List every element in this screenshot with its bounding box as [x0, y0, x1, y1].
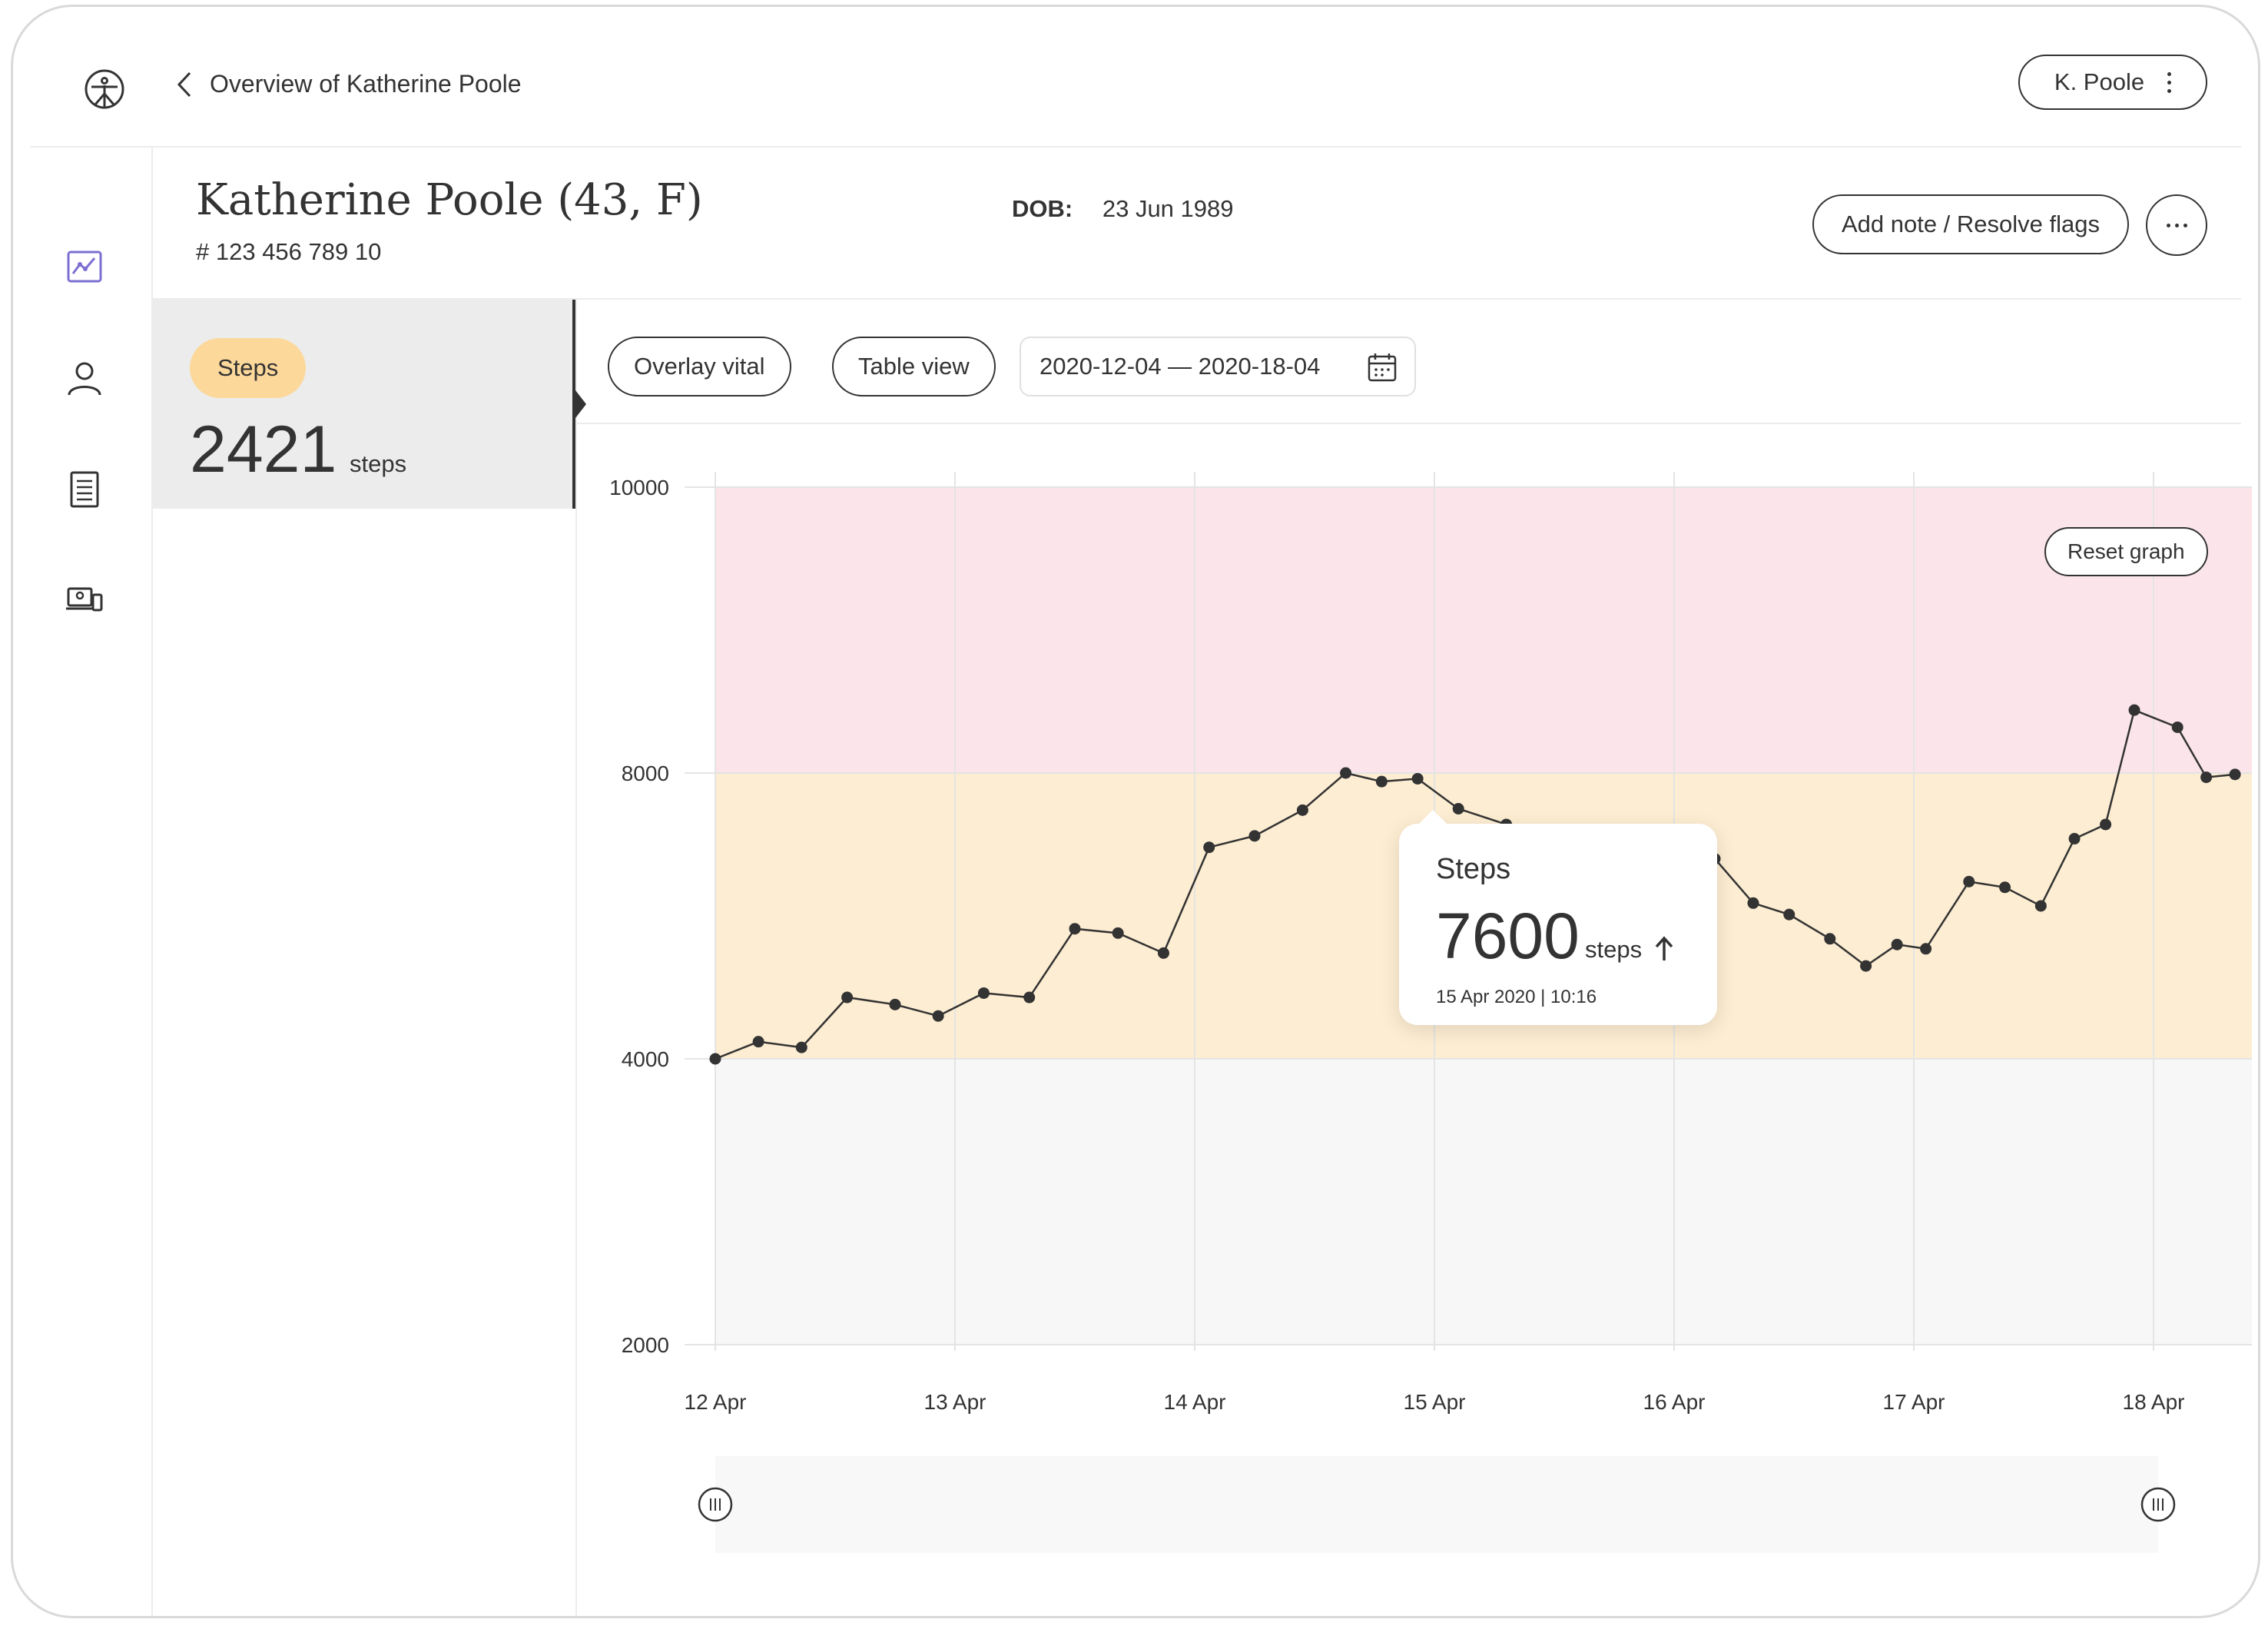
- data-point: [1296, 804, 1308, 816]
- y-tick-label: 2000: [622, 1333, 669, 1357]
- data-point: [1920, 943, 1932, 955]
- data-point: [1963, 875, 1975, 887]
- band-2: [715, 1059, 2252, 1345]
- date-range-value: 2020-12-04 — 2020-18-04: [1040, 353, 1321, 380]
- arrow-up-icon: [1655, 936, 1673, 960]
- chevron-left-icon: [177, 71, 191, 97]
- add-note-button[interactable]: Add note / Resolve flags: [1812, 194, 2129, 254]
- date-range-picker[interactable]: 2020-12-04 — 2020-18-04: [1020, 337, 1416, 396]
- more-options-button[interactable]: [2146, 194, 2207, 256]
- x-tick-label: 15 Apr: [1404, 1390, 1466, 1414]
- data-point: [2200, 771, 2213, 784]
- data-point: [889, 998, 901, 1010]
- x-tick-label: 12 Apr: [685, 1390, 747, 1414]
- tooltip-timestamp: 15 Apr 2020 | 10:16: [1436, 987, 1597, 1007]
- y-tick-label: 8000: [622, 761, 669, 785]
- data-point: [1248, 830, 1261, 842]
- vital-card-steps[interactable]: Steps 2421 steps: [153, 300, 586, 509]
- dob-value: 23 Jun 1989: [1102, 195, 1234, 222]
- x-tick-label: 17 Apr: [1883, 1390, 1945, 1414]
- user-menu-label: K. Poole: [2054, 68, 2145, 95]
- device-frame: Overview of Katherine Poole K. Poole: [11, 5, 2260, 1618]
- band-0: [715, 487, 2252, 773]
- back-link-label: Overview of Katherine Poole: [210, 70, 522, 98]
- data-point: [2128, 704, 2140, 716]
- data-point: [1375, 775, 1388, 788]
- data-point: [841, 991, 854, 1004]
- tooltip-title: Steps: [1436, 853, 1511, 885]
- data-point: [2100, 818, 2112, 831]
- vital-value: 2421: [190, 413, 337, 486]
- data-point: [1999, 881, 2011, 894]
- data-point: [977, 987, 990, 999]
- vitals-panel: Steps 2421 steps: [153, 300, 586, 1616]
- data-point: [2034, 900, 2047, 912]
- kebab-icon: [2167, 71, 2172, 93]
- y-tick-label: 10000: [609, 476, 669, 499]
- data-point: [1157, 947, 1169, 959]
- data-point: [1891, 938, 1903, 951]
- data-point: [1452, 803, 1464, 814]
- data-point: [2068, 833, 2081, 845]
- x-tick-label: 18 Apr: [2123, 1390, 2185, 1414]
- range-slider-track: [715, 1456, 2158, 1553]
- patient-dob: DOB: 23 Jun 1989: [1012, 195, 1234, 223]
- data-point: [1023, 991, 1036, 1004]
- data-point: [2171, 721, 2183, 733]
- vital-unit: steps: [350, 450, 407, 477]
- back-link[interactable]: Overview of Katherine Poole: [176, 70, 522, 98]
- side-nav: [13, 148, 153, 1616]
- data-point: [1203, 841, 1215, 854]
- person-icon[interactable]: [65, 360, 104, 398]
- patient-name: Katherine Poole (43, F): [196, 175, 703, 225]
- document-icon[interactable]: [65, 470, 104, 509]
- tooltip-value: 7600: [1436, 900, 1580, 972]
- chart-icon[interactable]: [65, 247, 104, 286]
- data-point: [1411, 772, 1424, 785]
- x-tick-label: 13 Apr: [924, 1390, 986, 1414]
- top-bar: Overview of Katherine Poole K. Poole: [30, 7, 2241, 148]
- patient-header: Katherine Poole (43, F) # 123 456 789 10…: [153, 148, 2241, 300]
- data-point: [1783, 908, 1796, 921]
- patient-id: # 123 456 789 10: [196, 238, 382, 265]
- tooltip-unit: steps: [1585, 936, 1643, 963]
- data-point: [709, 1053, 721, 1065]
- table-view-button[interactable]: Table view: [832, 337, 996, 396]
- data-point: [2229, 768, 2241, 781]
- chart-toolbar: Overlay vital Table view 2020-12-04 — 20…: [577, 300, 2241, 424]
- data-point: [1824, 933, 1836, 945]
- data-point: [1860, 960, 1872, 972]
- selected-pointer: [575, 390, 586, 418]
- x-tick-label: 16 Apr: [1643, 1390, 1706, 1414]
- reset-graph-button[interactable]: Reset graph: [2044, 527, 2208, 576]
- data-point: [1747, 897, 1759, 909]
- steps-chart: 12 Apr 13 Apr 14 Apr 15 Apr 16 Apr 17 Apr 18 A…: [577, 424, 2252, 1607]
- data-point: [932, 1010, 944, 1022]
- vital-badge: Steps: [190, 338, 307, 398]
- x-tick-label: 14 Apr: [1164, 1390, 1226, 1414]
- y-tick-label: 4000: [622, 1047, 669, 1071]
- data-point: [752, 1036, 764, 1048]
- user-menu-button[interactable]: K. Poole: [2018, 55, 2207, 110]
- calendar-icon: [1368, 353, 1397, 382]
- dob-label: DOB:: [1012, 195, 1073, 222]
- data-point: [1069, 923, 1081, 935]
- steps-chart-svg[interactable]: 12 Apr 13 Apr 14 Apr 15 Apr 16 Apr 17 Apr 18 A…: [577, 424, 2252, 1607]
- overlay-vital-button[interactable]: Overlay vital: [608, 337, 791, 396]
- data-point: [1340, 767, 1352, 779]
- data-tooltip: Steps 7600 steps 15 Apr 2020 | 10:16: [1399, 810, 1717, 1025]
- logo-icon: [85, 69, 124, 109]
- data-point: [1112, 927, 1124, 939]
- data-point: [795, 1041, 807, 1053]
- devices-icon[interactable]: [65, 581, 104, 619]
